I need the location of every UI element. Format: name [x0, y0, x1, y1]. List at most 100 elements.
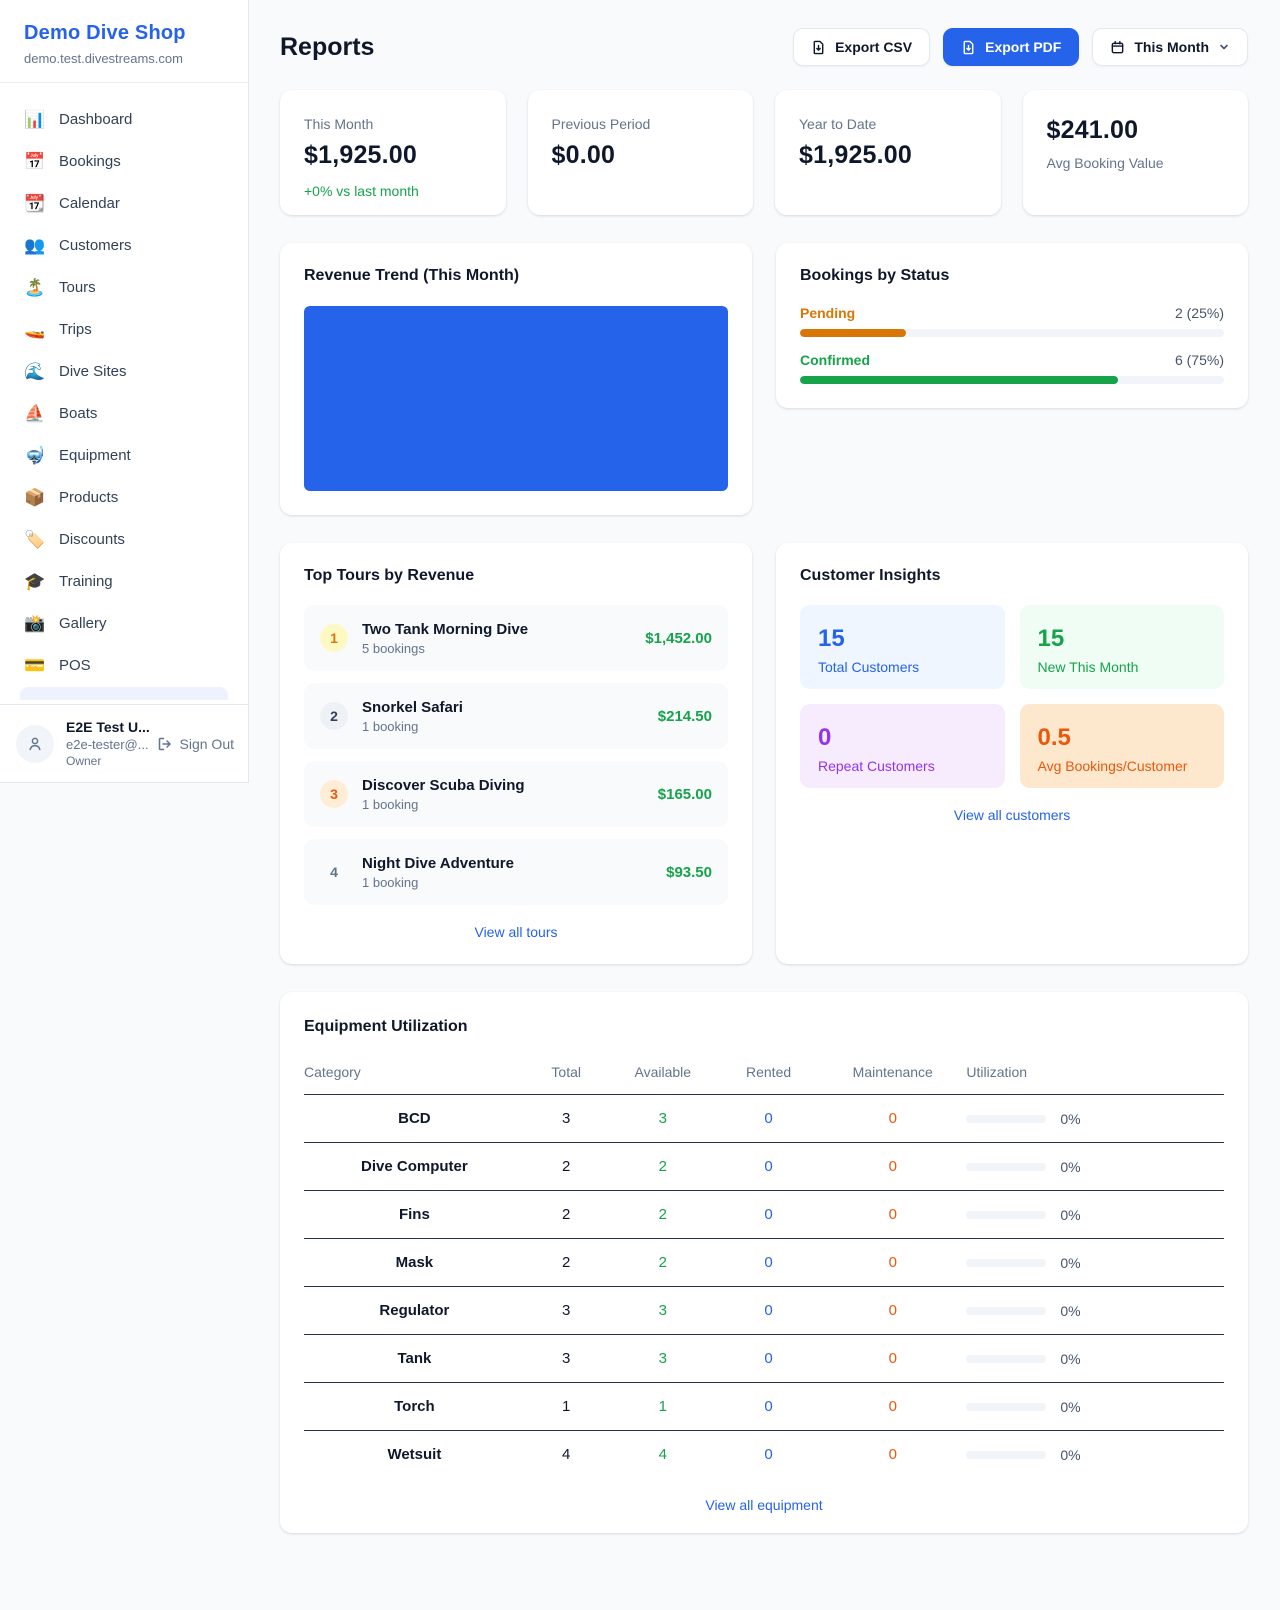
status-value: 2 (25%) [1174, 305, 1224, 321]
col-header-maintenance: Maintenance [819, 1050, 967, 1095]
sidebar-item-bookings[interactable]: 📅 Bookings [10, 141, 238, 183]
row-tours-insights: Top Tours by Revenue 1 Two Tank Morning … [280, 543, 1248, 964]
cell-total: 3 [524, 1094, 608, 1143]
table-header-row: Category Total Available Rented Maintena… [304, 1050, 1224, 1095]
status-value: 6 (75%) [1174, 352, 1224, 368]
table-row: Wetsuit 4 4 0 0 0% [304, 1431, 1224, 1479]
main-content: Reports Export CSV Export PDF [249, 0, 1280, 1573]
export-pdf-button[interactable]: Export PDF [943, 28, 1080, 66]
shop-name: Demo Dive Shop [24, 22, 186, 44]
calendar-icon: 📆 [24, 194, 46, 213]
charts-row: Revenue Trend (This Month) Bookings by S… [280, 243, 1248, 515]
sidebar-item-products[interactable]: 📦 Products [10, 477, 238, 519]
sidebar-item-reports-partial[interactable] [20, 687, 228, 700]
tour-list-item: 4 Night Dive Adventure 1 booking $93.50 [304, 839, 728, 905]
tour-revenue: $214.50 [657, 707, 712, 725]
sidebar-item-trips[interactable]: 🚤 Trips [10, 309, 238, 351]
sign-out-label: Sign Out [179, 735, 234, 752]
cell-category: Tank [304, 1334, 525, 1383]
cell-available: 4 [658, 1446, 667, 1463]
cell-maintenance: 0 [819, 1142, 967, 1191]
tour-name: Night Dive Adventure [362, 854, 514, 872]
insight-value: 0 [818, 724, 832, 751]
chevron-down-icon [1220, 44, 1228, 50]
sidebar-item-boats[interactable]: ⛵ Boats [10, 393, 238, 435]
table-row: Dive Computer 2 2 0 0 0% [304, 1142, 1224, 1191]
utilization-pct: 0% [1060, 1206, 1081, 1223]
cell-maintenance: 0 [888, 1446, 897, 1463]
cell-category: Mask [304, 1238, 525, 1287]
sidebar-item-label: POS [59, 657, 91, 674]
stat-delta: +0% vs last month [304, 183, 419, 199]
cell-available: 2 [607, 1238, 718, 1287]
cell-rented: 0 [764, 1446, 773, 1463]
utilization-bar [966, 1162, 1047, 1171]
insight-label: Total Customers [818, 659, 920, 675]
period-label: This Month [1134, 39, 1209, 55]
sidebar: Demo Dive Shop demo.test.divestreams.com… [0, 0, 249, 783]
sidebar-item-calendar[interactable]: 📆 Calendar [10, 183, 238, 225]
view-all-tours-link[interactable]: View all tours [474, 924, 558, 940]
customer-insights-card: Customer Insights 15 Total Customers 15 … [776, 543, 1248, 964]
sidebar-item-label: Customers [59, 237, 132, 254]
sidebar-item-label: Dive Sites [59, 363, 127, 380]
cell-total: 3 [524, 1286, 608, 1335]
status-label: Pending [800, 305, 856, 321]
equipment-table: Category Total Available Rented Maintena… [304, 1050, 1224, 1478]
tour-revenue: $1,452.00 [645, 629, 712, 647]
cell-rented: 0 [717, 1094, 820, 1143]
insight-tile-new-this-month: 15 New This Month [1019, 605, 1224, 689]
cell-category: Regulator [304, 1286, 525, 1335]
cell-available: 1 [607, 1382, 718, 1431]
cell-total: 4 [562, 1446, 571, 1463]
status-bar-fill [800, 329, 906, 337]
insight-value: 0.5 [1037, 724, 1071, 751]
rank-badge: 2 [320, 702, 348, 730]
table-row: Regulator 3 3 0 0 0% [304, 1286, 1224, 1335]
customer-insights-title: Customer Insights [800, 567, 941, 584]
person-icon [29, 737, 41, 750]
cell-available: 3 [607, 1094, 718, 1143]
calendar-icon [1111, 40, 1124, 53]
sidebar-item-label: Trips [59, 321, 92, 338]
cell-total: 2 [524, 1238, 608, 1287]
tour-name: Snorkel Safari [362, 698, 463, 716]
tour-list-item: 2 Snorkel Safari 1 booking $214.50 [304, 683, 728, 749]
cell-category: Torch [304, 1382, 525, 1431]
sidebar-item-discounts[interactable]: 🏷️ Discounts [10, 519, 238, 561]
period-select[interactable]: This Month [1092, 28, 1248, 66]
sign-out-button[interactable]: Sign Out [157, 736, 234, 752]
sidebar-item-dive-sites[interactable]: 🌊 Dive Sites [10, 351, 238, 393]
status-bar-track [800, 329, 1224, 337]
header-actions: Export CSV Export PDF This Month [793, 28, 1248, 66]
sidebar-item-dashboard[interactable]: 📊 Dashboard [10, 99, 238, 141]
sidebar-item-pos[interactable]: 💳 POS [10, 645, 238, 687]
cell-rented: 0 [717, 1190, 820, 1239]
revenue-trend-card: Revenue Trend (This Month) [280, 243, 752, 515]
export-csv-button[interactable]: Export CSV [793, 28, 931, 66]
view-all-equipment-link[interactable]: View all equipment [705, 1497, 823, 1513]
view-all-customers-link[interactable]: View all customers [953, 807, 1071, 823]
insight-label: Avg Bookings/Customer [1037, 758, 1188, 774]
tour-list-item: 3 Discover Scuba Diving 1 booking $165.0… [304, 761, 728, 827]
bookings-by-status-card: Bookings by Status Pending 2 (25%) Confi… [776, 243, 1248, 408]
sidebar-item-customers[interactable]: 👥 Customers [10, 225, 238, 267]
insight-tile-avg-bookings: 0.5 Avg Bookings/Customer [1019, 704, 1224, 788]
insight-tile-repeat-customers: 0 Repeat Customers [800, 704, 1005, 788]
sidebar-item-tours[interactable]: 🏝️ Tours [10, 267, 238, 309]
sidebar-item-training[interactable]: 🎓 Training [10, 561, 238, 603]
sidebar-item-equipment[interactable]: 🤿 Equipment [10, 435, 238, 477]
revenue-trend-bar [304, 306, 728, 491]
stat-value: $1,925.00 [799, 141, 913, 169]
products-icon: 📦 [24, 488, 46, 507]
stat-card-avg-booking-value: $241.00 Avg Booking Value [1022, 90, 1248, 215]
tour-revenue: $93.50 [666, 863, 712, 881]
sidebar-item-gallery[interactable]: 📸 Gallery [10, 603, 238, 645]
table-row: Torch 1 1 0 0 0% [304, 1382, 1224, 1431]
tour-bookings: 1 booking [362, 718, 419, 734]
stat-label: Year to Date [799, 116, 877, 132]
tours-icon: 🏝️ [24, 278, 46, 297]
export-csv-label: Export CSV [835, 39, 913, 55]
cell-category: Wetsuit [387, 1446, 442, 1463]
cell-category: Dive Computer [304, 1142, 525, 1191]
